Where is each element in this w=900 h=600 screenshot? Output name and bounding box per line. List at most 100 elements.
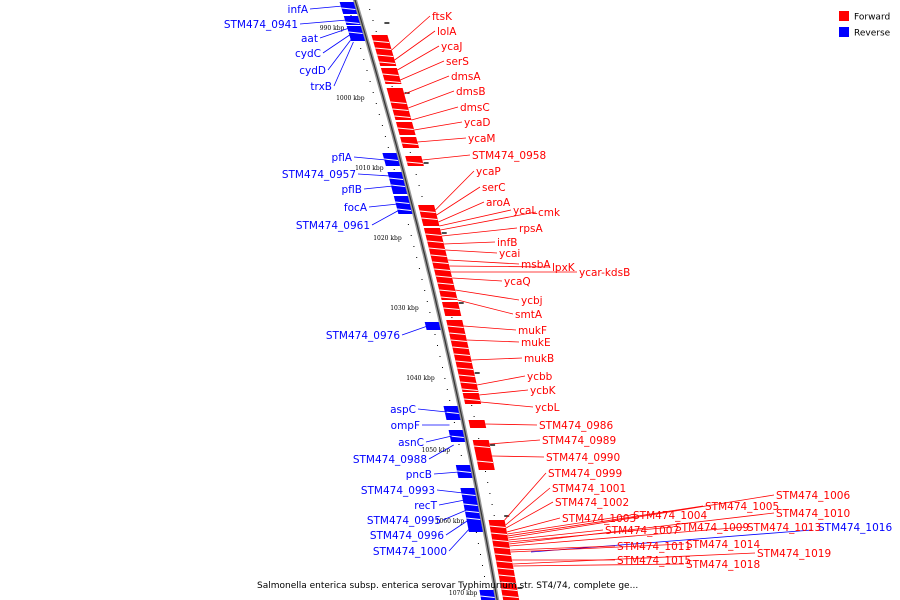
tick-label-1000-kbp: 1000 kbp: [336, 95, 365, 102]
gene-label-stm474-0976[interactable]: STM474_0976: [326, 330, 400, 342]
gene-label-dmsc[interactable]: dmsC: [460, 102, 490, 114]
gene-label-ycaq[interactable]: ycaQ: [504, 276, 531, 288]
gene-label-stm474-1002[interactable]: STM474_1002: [555, 497, 629, 509]
gene-label-stm474-0961[interactable]: STM474_0961: [296, 220, 370, 232]
gene-separator: [439, 289, 456, 292]
gene-label-lola[interactable]: lolA: [437, 26, 457, 38]
gene-label-rpsa[interactable]: rpsA: [519, 223, 543, 235]
gene-label-stm474-1005[interactable]: STM474_1005: [705, 501, 779, 513]
gene-label-smta[interactable]: smtA: [515, 309, 543, 321]
gene-label-stm474-1007[interactable]: STM474_1007: [605, 525, 679, 537]
gene-separator: [428, 247, 445, 250]
gene-label-ycbb[interactable]: ycbb: [527, 371, 553, 383]
gene-label-aroa[interactable]: aroA: [486, 197, 511, 209]
gene-label-stm474-0986[interactable]: STM474_0986: [539, 420, 613, 432]
forward-gene-block[interactable]: [472, 440, 492, 455]
gene-label-pfla[interactable]: pflA: [332, 152, 353, 164]
gene-label-infb[interactable]: infB: [497, 237, 517, 249]
gene-label-ycap[interactable]: ycaP: [476, 166, 501, 178]
gene-label-cydc[interactable]: cydC: [295, 48, 321, 60]
gene-label-stm474-1001[interactable]: STM474_1001: [552, 483, 626, 495]
gene-label-stm474-1004[interactable]: STM474_1004: [633, 510, 707, 522]
gene-label-ycal[interactable]: ycaL: [513, 205, 537, 217]
gene-label-stm474-1018[interactable]: STM474_1018: [686, 559, 760, 571]
forward-gene-block[interactable]: [423, 228, 458, 300]
gene-label-infa[interactable]: infA: [288, 4, 309, 16]
gene-label-ftsk[interactable]: ftsK: [432, 11, 453, 23]
forward-gene-block[interactable]: [418, 205, 440, 226]
leader-stm474-1014: [510, 543, 685, 553]
gene-label-msba[interactable]: msbA: [521, 259, 551, 271]
gene-label-aspc[interactable]: aspC: [390, 404, 416, 416]
gene-label-ycbl[interactable]: ycbL: [535, 402, 560, 414]
gene-separator: [497, 567, 514, 570]
reverse-gene-block[interactable]: [448, 430, 466, 442]
gene-label-stm474-1011[interactable]: STM474_1011: [617, 541, 691, 553]
forward-gene-block[interactable]: [371, 35, 397, 66]
gene-label-aat[interactable]: aat: [301, 33, 318, 45]
gene-label-stm474-0958[interactable]: STM474_0958: [472, 150, 546, 162]
gene-label-foca[interactable]: focA: [344, 202, 368, 214]
gene-label-lpxk[interactable]: lpxK: [552, 262, 576, 274]
forward-gene-block[interactable]: [468, 420, 487, 428]
gene-label-dmsa[interactable]: dmsA: [451, 71, 481, 83]
gene-label-ycbk[interactable]: ycbK: [530, 385, 557, 397]
gene-label-mukf[interactable]: mukF: [518, 325, 547, 337]
gene-label-stm474-1014[interactable]: STM474_1014: [686, 539, 760, 551]
reverse-gene-block[interactable]: [424, 322, 441, 330]
reverse-gene-block[interactable]: [479, 590, 496, 600]
forward-gene-block[interactable]: [405, 156, 424, 166]
gene-label-ycaj[interactable]: ycaJ: [441, 41, 463, 53]
forward-gene-block[interactable]: [446, 320, 479, 392]
gene-label-stm474-0989[interactable]: STM474_0989: [542, 435, 616, 447]
gene-label-mukb[interactable]: mukB: [524, 353, 554, 365]
gene-label-asnc[interactable]: asnC: [398, 437, 424, 449]
forward-gene-block[interactable]: [400, 137, 420, 148]
gene-label-cydd[interactable]: cydD: [299, 65, 326, 77]
gene-label-cmk[interactable]: cmk: [538, 207, 561, 219]
minor-tick: [444, 378, 446, 379]
reverse-gene-block[interactable]: [467, 525, 483, 532]
forward-gene-block[interactable]: [386, 88, 405, 96]
forward-gene-block[interactable]: [380, 68, 402, 84]
gene-label-stm474-0999[interactable]: STM474_0999: [548, 468, 622, 480]
gene-label-muke[interactable]: mukE: [521, 337, 551, 349]
gene-label-stm474-0995[interactable]: STM474_0995: [367, 515, 441, 527]
gene-label-stm474-1015[interactable]: STM474_1015: [617, 555, 691, 567]
gene-label-stm474-0993[interactable]: STM474_0993: [361, 485, 435, 497]
gene-label-stm474-1019[interactable]: STM474_1019: [757, 548, 831, 560]
gene-label-stm474-1010[interactable]: STM474_1010: [776, 508, 850, 520]
gene-label-stm474-1013[interactable]: STM474_1013: [747, 522, 821, 534]
forward-gene-block[interactable]: [475, 455, 495, 470]
reverse-gene-block[interactable]: [346, 26, 366, 41]
gene-label-serc[interactable]: serC: [482, 182, 506, 194]
gene-label-stm474-1006[interactable]: STM474_1006: [776, 490, 850, 502]
minor-tick: [384, 136, 386, 137]
gene-label-ycad[interactable]: ycaD: [464, 117, 491, 129]
gene-label-ycam[interactable]: ycaM: [468, 133, 495, 145]
gene-label-ompf[interactable]: ompF: [391, 420, 420, 432]
gene-label-stm474-0990[interactable]: STM474_0990: [546, 452, 620, 464]
gene-label-rect[interactable]: recT: [414, 500, 437, 512]
gene-label-stm474-0996[interactable]: STM474_0996: [370, 530, 444, 542]
minor-tick: [415, 174, 417, 175]
gene-label-pflb[interactable]: pflB: [342, 184, 362, 196]
gene-label-sers[interactable]: serS: [446, 56, 469, 68]
gene-label-stm474-1009[interactable]: STM474_1009: [675, 522, 749, 534]
minor-tick: [491, 504, 493, 505]
forward-gene-block[interactable]: [462, 393, 482, 404]
gene-label-stm474-1016[interactable]: STM474_1016: [818, 522, 892, 534]
gene-label-ycar-kdsb[interactable]: ycar-kdsB: [579, 267, 630, 279]
gene-label-ycai[interactable]: ycai: [499, 248, 520, 260]
gene-label-stm474-0988[interactable]: STM474_0988: [353, 454, 427, 466]
gene-label-stm474-1003[interactable]: STM474_1003: [562, 513, 636, 525]
gene-label-ycbj[interactable]: ycbj: [521, 295, 543, 307]
gene-label-stm474-0941[interactable]: STM474_0941: [224, 19, 298, 31]
gene-label-stm474-1000[interactable]: STM474_1000: [373, 546, 447, 558]
gene-label-trxb[interactable]: trxB: [310, 81, 332, 93]
gene-label-dmsb[interactable]: dmsB: [456, 86, 486, 98]
gene-label-stm474-0957[interactable]: STM474_0957: [282, 169, 356, 181]
gene-label-pncb[interactable]: pncB: [406, 469, 432, 481]
reverse-gene-block[interactable]: [339, 2, 358, 14]
reverse-gene-block[interactable]: [387, 172, 408, 194]
